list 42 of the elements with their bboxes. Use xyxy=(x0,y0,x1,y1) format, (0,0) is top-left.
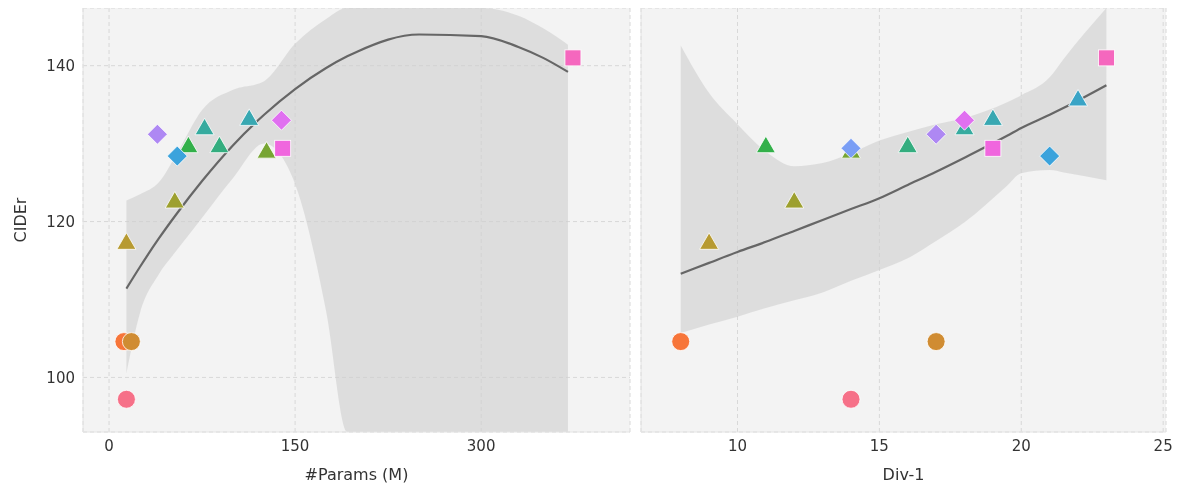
x-tick-label: 20 xyxy=(1011,436,1031,455)
x-axis-title: Div-1 xyxy=(882,465,925,484)
point xyxy=(178,135,199,154)
y-tick-label: 120 xyxy=(46,212,75,231)
point xyxy=(1039,145,1061,167)
point xyxy=(147,123,168,145)
point xyxy=(239,108,260,126)
x-tick-label: 150 xyxy=(280,436,310,455)
point xyxy=(841,389,861,409)
y-tick-label: 140 xyxy=(46,57,75,75)
point xyxy=(982,108,1003,126)
y-axis-title: CIDEr xyxy=(10,197,30,243)
point xyxy=(271,109,292,131)
point xyxy=(1098,49,1115,67)
x-tick-label: 10 xyxy=(727,436,748,455)
point xyxy=(1068,89,1088,107)
point xyxy=(274,139,292,157)
x-tick-label: 300 xyxy=(466,436,496,455)
point xyxy=(564,49,582,67)
point xyxy=(116,232,137,250)
point xyxy=(671,332,691,351)
x-tick-label: 0 xyxy=(104,436,114,455)
point xyxy=(256,141,277,159)
point xyxy=(925,123,947,145)
x-axis-title: #Params (M) xyxy=(304,465,409,484)
point xyxy=(194,117,215,136)
point xyxy=(897,135,918,154)
y-tick-label: 100 xyxy=(46,368,75,387)
x-tick-label: 25 xyxy=(1153,436,1173,455)
point xyxy=(926,332,946,351)
point xyxy=(166,145,188,167)
point xyxy=(954,109,975,131)
point xyxy=(784,191,805,209)
line-series xyxy=(125,33,570,290)
point xyxy=(121,332,141,351)
point xyxy=(164,191,185,209)
point xyxy=(209,135,230,154)
x-tick-label: 15 xyxy=(869,436,889,455)
point xyxy=(755,135,776,154)
point xyxy=(117,389,136,409)
point xyxy=(984,139,1002,157)
point xyxy=(699,232,720,250)
